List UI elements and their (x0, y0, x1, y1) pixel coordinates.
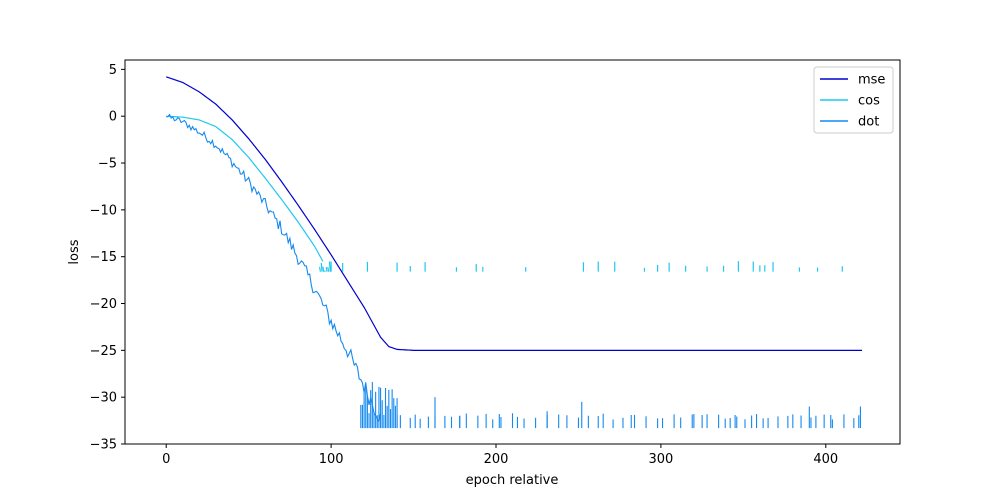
series-line-mse (166, 76, 863, 351)
legend-label: dot (858, 115, 879, 130)
legend: mse cos dot (813, 66, 894, 134)
series-mse (166, 76, 863, 351)
legend-item-cos: cos (820, 94, 880, 109)
series-cos (166, 115, 843, 273)
legend-label: cos (858, 94, 880, 109)
series-jitter-cos (318, 261, 331, 273)
series-layer (166, 76, 863, 429)
y-tick-label: −25 (90, 344, 117, 359)
legend-box (813, 66, 894, 134)
series-line-dot (166, 113, 382, 424)
x-tick-label: 200 (484, 452, 509, 467)
x-axis-ticks: 0 100 200 300 400 (162, 444, 838, 467)
legend-item-dot: dot (820, 115, 879, 130)
plot-frame (124, 59, 901, 445)
plot-area (125, 60, 900, 444)
legend-item-mse: mse (820, 73, 885, 88)
y-tick-label: −10 (90, 203, 117, 218)
y-tick-label: −15 (90, 250, 117, 265)
y-tick-label: −5 (98, 157, 117, 172)
x-tick-label: 0 (162, 452, 170, 467)
y-tick-label: 5 (109, 63, 117, 78)
y-tick-label: −20 (90, 297, 117, 312)
series-transition-dot (360, 382, 398, 429)
legend-label: mse (858, 73, 885, 88)
x-tick-label: 100 (319, 452, 344, 467)
y-axis-label: loss (67, 239, 82, 264)
x-axis-label: epoch relative (466, 473, 559, 488)
y-tick-label: −35 (90, 438, 117, 453)
series-dot (166, 113, 861, 429)
x-tick-label: 400 (813, 452, 838, 467)
x-tick-label: 300 (648, 452, 673, 467)
y-tick-label: −30 (90, 391, 117, 406)
y-tick-label: 0 (109, 110, 117, 125)
series-line-cos (166, 115, 324, 262)
y-axis-ticks: 5 0 −5 −10 −15 −20 −25 −30 −35 (90, 63, 125, 453)
